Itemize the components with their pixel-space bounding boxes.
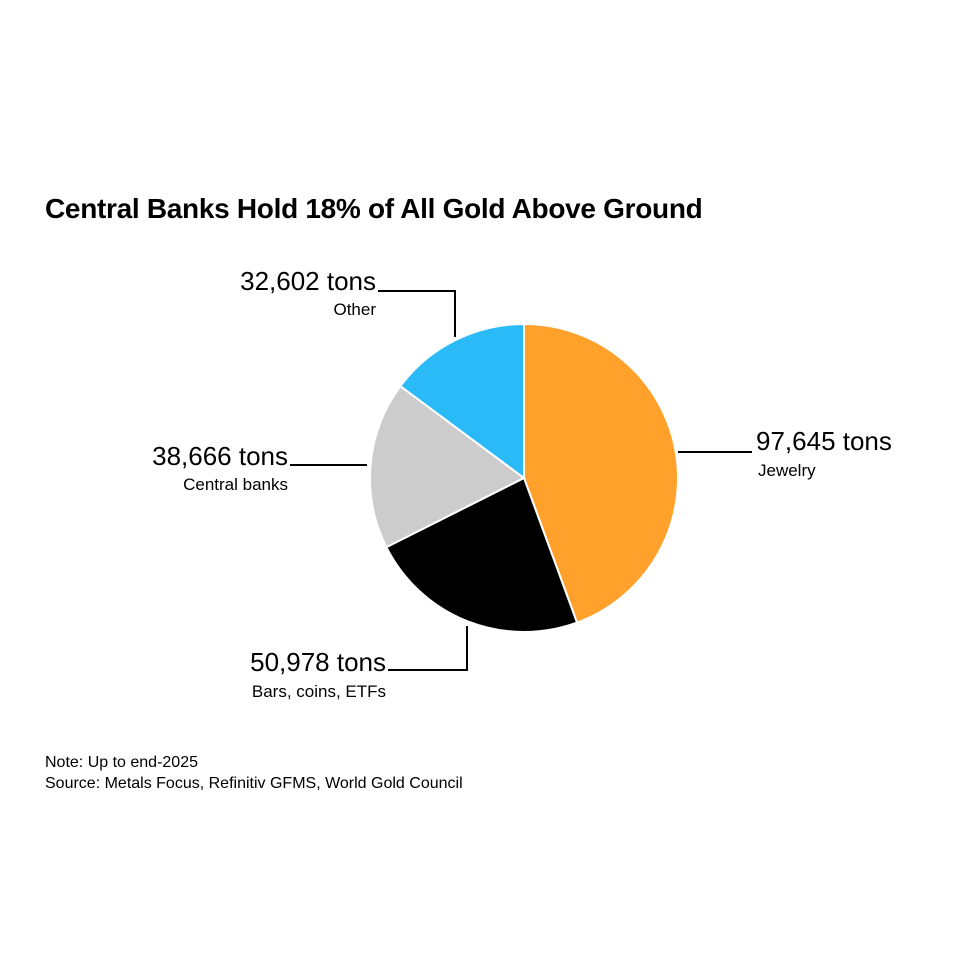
value-label-central-banks: 38,666 tons [152, 441, 288, 471]
pie-slice-other [399, 322, 525, 480]
value-label-jewelry: 97,645 tons [756, 426, 892, 456]
chart-notes: Note: Up to end-2025 Source: Metals Focu… [45, 752, 463, 794]
category-label-other: Other [333, 300, 376, 319]
source-text: Source: Metals Focus, Refinitiv GFMS, Wo… [45, 775, 463, 792]
pie-slice-jewelry [523, 322, 679, 624]
leader-line-bars-coins-etfs [388, 626, 468, 671]
leader-line-other [378, 290, 456, 337]
value-label-other: 32,602 tons [240, 266, 376, 296]
pie-slice-central-banks [369, 384, 526, 549]
category-label-jewelry: Jewelry [758, 461, 816, 480]
pie-slice-bars-coins-etfs [385, 476, 579, 633]
note-text: Note: Up to end-2025 [45, 754, 198, 771]
chart-title: Central Banks Hold 18% of All Gold Above… [45, 193, 703, 224]
category-label-bars-coins-etfs: Bars, coins, ETFs [252, 682, 386, 701]
value-label-bars-coins-etfs: 50,978 tons [250, 647, 386, 677]
category-label-central-banks: Central banks [183, 475, 288, 494]
